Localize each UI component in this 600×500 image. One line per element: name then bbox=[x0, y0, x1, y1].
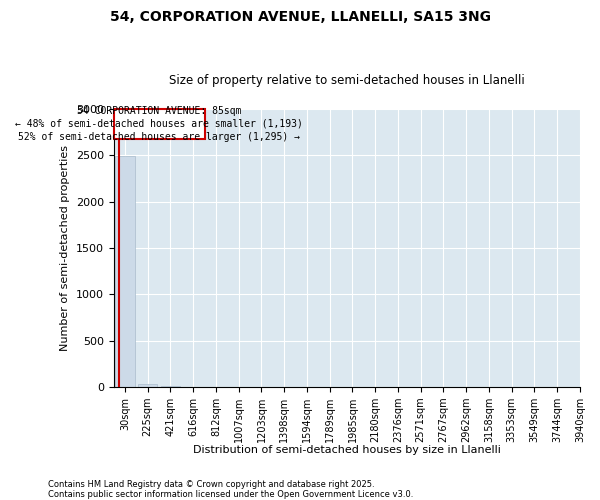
Y-axis label: Number of semi-detached properties: Number of semi-detached properties bbox=[60, 145, 70, 351]
Bar bbox=[161, 386, 180, 387]
Text: Contains HM Land Registry data © Crown copyright and database right 2025.: Contains HM Land Registry data © Crown c… bbox=[48, 480, 374, 489]
FancyBboxPatch shape bbox=[113, 109, 205, 138]
Bar bbox=[115, 156, 134, 387]
Text: 54, CORPORATION AVENUE, LLANELLI, SA15 3NG: 54, CORPORATION AVENUE, LLANELLI, SA15 3… bbox=[110, 10, 491, 24]
Text: 54 CORPORATION AVENUE: 85sqm
← 48% of semi-detached houses are smaller (1,193)
5: 54 CORPORATION AVENUE: 85sqm ← 48% of se… bbox=[15, 106, 303, 142]
Title: Size of property relative to semi-detached houses in Llanelli: Size of property relative to semi-detach… bbox=[169, 74, 524, 87]
Text: Contains public sector information licensed under the Open Government Licence v3: Contains public sector information licen… bbox=[48, 490, 413, 499]
Bar bbox=[138, 384, 157, 387]
X-axis label: Distribution of semi-detached houses by size in Llanelli: Distribution of semi-detached houses by … bbox=[193, 445, 501, 455]
